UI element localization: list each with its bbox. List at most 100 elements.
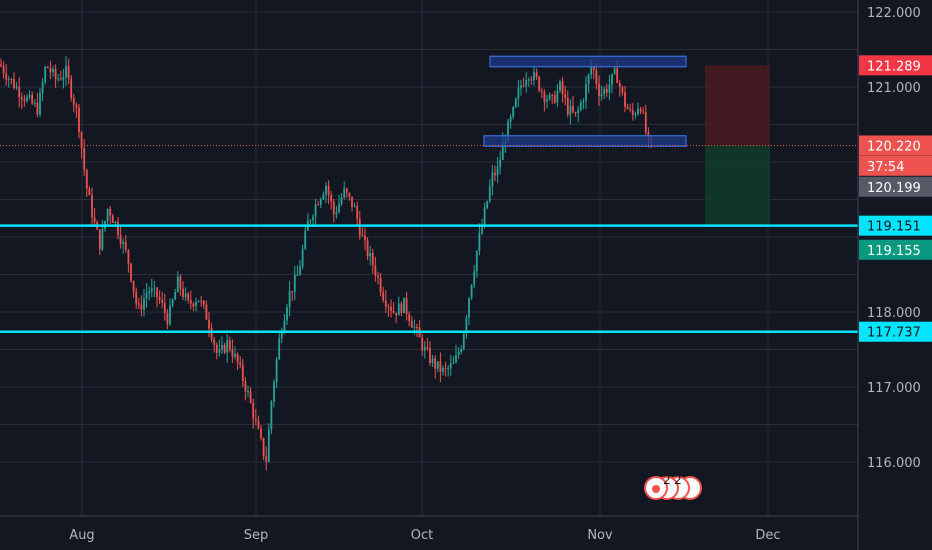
candle-body <box>184 293 187 297</box>
price-axis[interactable]: 122.000 121.000 118.000 117.000 116.000 121.2… <box>857 0 932 550</box>
candle-body <box>569 105 572 115</box>
candle-body <box>442 367 444 372</box>
candle-body <box>98 229 101 250</box>
candle-body <box>585 84 587 102</box>
candle-body <box>639 109 642 112</box>
bid-price-label <box>859 176 932 197</box>
stop-price-label-text: 121.289 <box>867 59 921 74</box>
drawings[interactable] <box>0 55 858 333</box>
candle-body <box>546 99 548 102</box>
candle-body <box>228 340 231 350</box>
candle-body <box>374 265 377 276</box>
candle-body <box>0 64 2 67</box>
candle-body <box>18 86 21 98</box>
candle-body <box>387 306 390 308</box>
candle-body <box>579 102 582 110</box>
candle-body <box>592 67 595 71</box>
price-tick-label: 118.000 <box>867 306 921 321</box>
resistance-zone[interactable] <box>489 55 687 68</box>
candle-body <box>616 68 619 84</box>
candle-body <box>343 188 346 198</box>
candle-body <box>611 73 613 85</box>
candle-body <box>465 317 468 334</box>
candle-body <box>299 266 301 275</box>
candle-body <box>613 68 616 74</box>
candle-body <box>397 303 400 316</box>
target-price-label-text: 119.155 <box>867 244 921 259</box>
candle-body <box>13 79 15 89</box>
candle-body <box>267 428 270 462</box>
candle-body <box>462 333 465 349</box>
candle-body <box>7 78 10 80</box>
candle-body <box>455 354 457 363</box>
support-zone[interactable] <box>483 135 687 147</box>
candle-body <box>275 359 278 383</box>
stop-loss-zone[interactable] <box>705 65 770 146</box>
candle-body <box>624 92 626 107</box>
candle-body <box>403 297 405 313</box>
candle-body <box>434 358 437 369</box>
candle-body <box>91 195 93 218</box>
candle-body <box>239 362 242 365</box>
time-axis[interactable]: Aug Sep Oct Nov Dec <box>0 515 858 543</box>
candle-body <box>358 219 361 236</box>
candle-body <box>494 172 496 176</box>
candle-body <box>234 353 236 357</box>
candle-body <box>600 94 603 97</box>
candle-body <box>57 78 60 80</box>
candle-body <box>114 221 117 223</box>
candle-body <box>395 312 398 316</box>
candle-body <box>296 274 299 276</box>
candle-body <box>208 319 210 329</box>
candle-body <box>377 275 379 278</box>
candle-body <box>132 280 135 292</box>
candle-body <box>356 206 359 220</box>
candle-body <box>314 204 317 217</box>
candle-body <box>551 94 554 96</box>
candle-body <box>517 88 520 99</box>
price-tick-label: 116.000 <box>867 456 921 471</box>
candle-body <box>244 381 247 392</box>
candle-body <box>39 93 41 115</box>
candle-body <box>629 108 632 111</box>
candle-body <box>421 337 424 351</box>
candle-body <box>351 196 353 207</box>
candle-body <box>254 418 257 421</box>
candle-body <box>210 328 213 340</box>
candle-body <box>481 225 483 234</box>
candle-body <box>192 303 195 307</box>
support-2-label-text: 117.737 <box>867 326 921 341</box>
candle-body <box>509 117 512 122</box>
candle-body <box>577 109 580 114</box>
candle-body <box>618 83 621 87</box>
candle-body <box>52 68 54 73</box>
candle-body <box>36 102 39 115</box>
bid-price-label-text: 120.199 <box>867 181 921 196</box>
candle-body <box>249 391 252 403</box>
candle-body <box>410 321 413 328</box>
candle-body <box>80 132 83 149</box>
candle-body <box>140 304 143 310</box>
candle-body <box>197 300 200 302</box>
candle-body <box>317 204 320 206</box>
candle-body <box>525 80 528 86</box>
candle-body <box>288 291 291 308</box>
time-tick-label: Dec <box>755 528 780 543</box>
candle-body <box>566 98 569 115</box>
candle-body <box>369 252 372 257</box>
candle-body <box>530 79 533 81</box>
candle-body <box>72 97 75 106</box>
candle-body <box>392 311 395 313</box>
candle-body <box>429 348 431 363</box>
take-profit-zone[interactable] <box>705 145 770 226</box>
candle-body <box>143 298 145 310</box>
candle-body <box>231 349 234 357</box>
candle-body <box>332 201 335 215</box>
candle-body <box>478 233 481 252</box>
candle-body <box>335 212 338 215</box>
candle-body <box>447 368 450 370</box>
candle-body <box>270 401 273 429</box>
